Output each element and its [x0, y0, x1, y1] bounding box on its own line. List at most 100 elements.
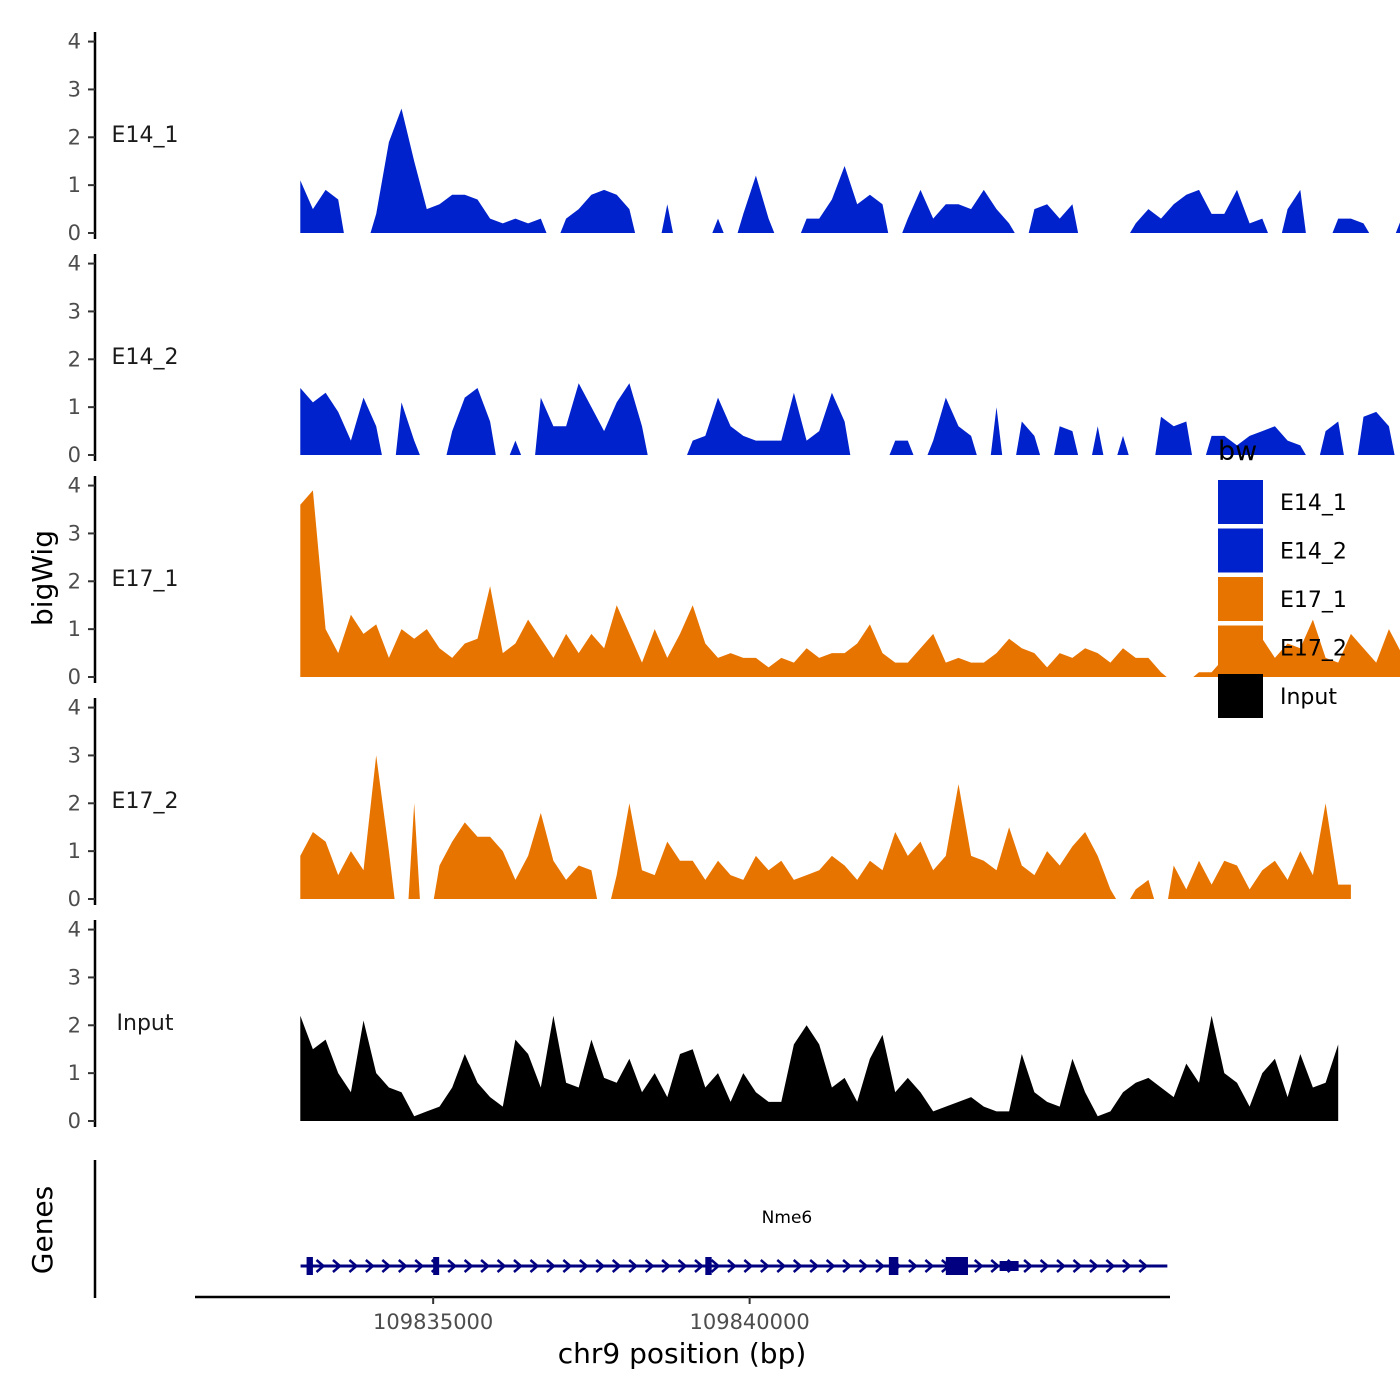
- gene-strand-arrow: [1023, 1259, 1034, 1273]
- gene-strand-arrow: [776, 1259, 787, 1273]
- y-tick-label: 0: [68, 665, 81, 689]
- y-tick-label: 3: [68, 521, 81, 545]
- coverage-area-E17_2: [433, 812, 598, 899]
- y-tick-label: 1: [68, 395, 81, 419]
- gene-strand-arrow: [348, 1259, 359, 1273]
- y-tick-label: 1: [68, 839, 81, 863]
- track-Input: 0 1 2 3 4 Input: [68, 918, 1339, 1133]
- track-E14_1: 0 1 2 3 4 E14_1: [68, 30, 1400, 245]
- gene-strand-arrow: [694, 1259, 704, 1273]
- y-tick-label: 0: [68, 443, 81, 467]
- coverage-area-Input: [300, 1015, 1339, 1121]
- gene-strand-arrow: [661, 1259, 671, 1273]
- gene-strand-arrow: [546, 1259, 556, 1273]
- gene-strand-arrow: [1039, 1259, 1050, 1273]
- gene-name-label: Nme6: [762, 1208, 813, 1228]
- y-tick-label: 3: [68, 77, 81, 101]
- legend-entries: E14_1 E14_2 E17_1 E17_2 Input: [1218, 480, 1347, 718]
- genes-track: Nme6: [93, 1160, 1168, 1298]
- x-axis: 109835000 109840000: [195, 1295, 1170, 1334]
- coverage-area-E14_1: [1281, 189, 1306, 233]
- coverage-area-E14_2: [990, 407, 1003, 455]
- gene-strand-arrow: [595, 1259, 606, 1273]
- gene-strand-arrow: [973, 1259, 984, 1273]
- gene-strand-arrow: [480, 1259, 490, 1273]
- gene-exon: [306, 1257, 313, 1275]
- coverage-area-E14_2: [509, 440, 522, 455]
- gene-strand-arrow: [644, 1259, 655, 1273]
- coverage-area-E14_1: [1130, 189, 1268, 233]
- gene-strand-arrow: [628, 1259, 639, 1273]
- gene-strand-arrow: [1072, 1259, 1083, 1273]
- legend-label-Input: Input: [1280, 685, 1337, 710]
- coverage-area-E14_2: [535, 383, 648, 455]
- gene-strand-arrow: [463, 1259, 474, 1273]
- y-tick-label: 1: [68, 617, 81, 641]
- track-E14_2: 0 1 2 3 4 E14_2: [68, 252, 1395, 467]
- gene-exon: [433, 1257, 440, 1275]
- legend-label-E14_2: E14_2: [1280, 540, 1347, 565]
- track-label-E14_1: E14_1: [112, 123, 179, 148]
- coverage-area-E14_1: [300, 180, 344, 233]
- coverage-area-E14_2: [1357, 411, 1395, 455]
- y-tick-label: 2: [68, 1013, 81, 1037]
- gene-strand-arrow: [332, 1259, 342, 1273]
- coverage-area-E14_1: [712, 218, 724, 233]
- x-axis-title: chr9 position (bp): [558, 1337, 807, 1370]
- coverage-area-E14_1: [1332, 218, 1370, 233]
- y-tick-label: 2: [68, 791, 81, 815]
- y-tick-label: 0: [68, 887, 81, 911]
- track-E17_1: 0 1 2 3 4 E17_1: [68, 474, 1400, 689]
- gene-strand-arrow: [315, 1259, 326, 1273]
- coverage-area-E14_1: [737, 175, 775, 233]
- x-tick-label: 109840000: [689, 1310, 809, 1334]
- y-tick-label: 1: [68, 173, 81, 197]
- legend-swatch-Input: [1218, 674, 1263, 718]
- gene-strand-arrow: [842, 1259, 853, 1273]
- gene-exon: [705, 1257, 712, 1275]
- gene-strand-arrow: [611, 1259, 622, 1273]
- y-tick-label: 4: [68, 696, 81, 720]
- y-tick-label: 3: [68, 299, 81, 323]
- track-label-E17_1: E17_1: [112, 567, 179, 592]
- gene-strand-arrow: [1056, 1259, 1066, 1273]
- coverage-area-E17_2: [611, 784, 1117, 899]
- gene-strand-arrow: [759, 1259, 770, 1273]
- gene-strand-arrow: [858, 1259, 869, 1273]
- y-tick-label: 2: [68, 347, 81, 371]
- gene-exon: [945, 1257, 968, 1275]
- gene-strand-arrow: [414, 1259, 425, 1273]
- coverage-area-E17_2: [300, 755, 395, 899]
- gene-strand-arrow: [710, 1259, 721, 1273]
- track-E17_2: 0 1 2 3 4 E17_2: [68, 696, 1351, 911]
- legend: bw E14_1 E14_2 E17_1 E17_2 Input: [1218, 436, 1347, 718]
- coverage-area-E14_2: [300, 388, 382, 455]
- legend-label-E17_1: E17_1: [1280, 588, 1347, 613]
- y-tick-label: 0: [68, 221, 81, 245]
- coverage-area-E17_1: [300, 490, 1167, 677]
- gene-strand-arrow: [1138, 1259, 1149, 1273]
- legend-swatch-E17_1: [1218, 577, 1263, 621]
- gene-strand-arrow: [397, 1259, 408, 1273]
- coverage-area-E17_2: [408, 803, 420, 899]
- coverage-area-E14_2: [1117, 435, 1129, 455]
- gene-strand-arrow: [809, 1259, 820, 1273]
- track-label-Input: Input: [117, 1011, 174, 1036]
- gene-strand-arrow: [578, 1259, 589, 1273]
- y-axis-title: bigWig: [26, 530, 59, 626]
- gene-strand-arrow: [1105, 1259, 1116, 1273]
- coverage-area-E14_2: [1016, 421, 1041, 455]
- gene-strand-arrow: [908, 1259, 918, 1273]
- gene-strand-arrow: [727, 1259, 737, 1273]
- y-tick-label: 4: [68, 252, 81, 276]
- gene-strand-arrow: [447, 1259, 458, 1273]
- coverage-area-E14_1: [370, 108, 547, 233]
- y-tick-label: 3: [68, 743, 81, 767]
- gene-strand-arrow: [743, 1259, 754, 1273]
- coverage-area-E14_1: [1028, 204, 1079, 233]
- gene-utr: [999, 1261, 1019, 1271]
- coverage-area-E14_1: [1395, 222, 1400, 233]
- gene-strand-arrow: [562, 1259, 573, 1273]
- track-label-E17_2: E17_2: [112, 789, 179, 814]
